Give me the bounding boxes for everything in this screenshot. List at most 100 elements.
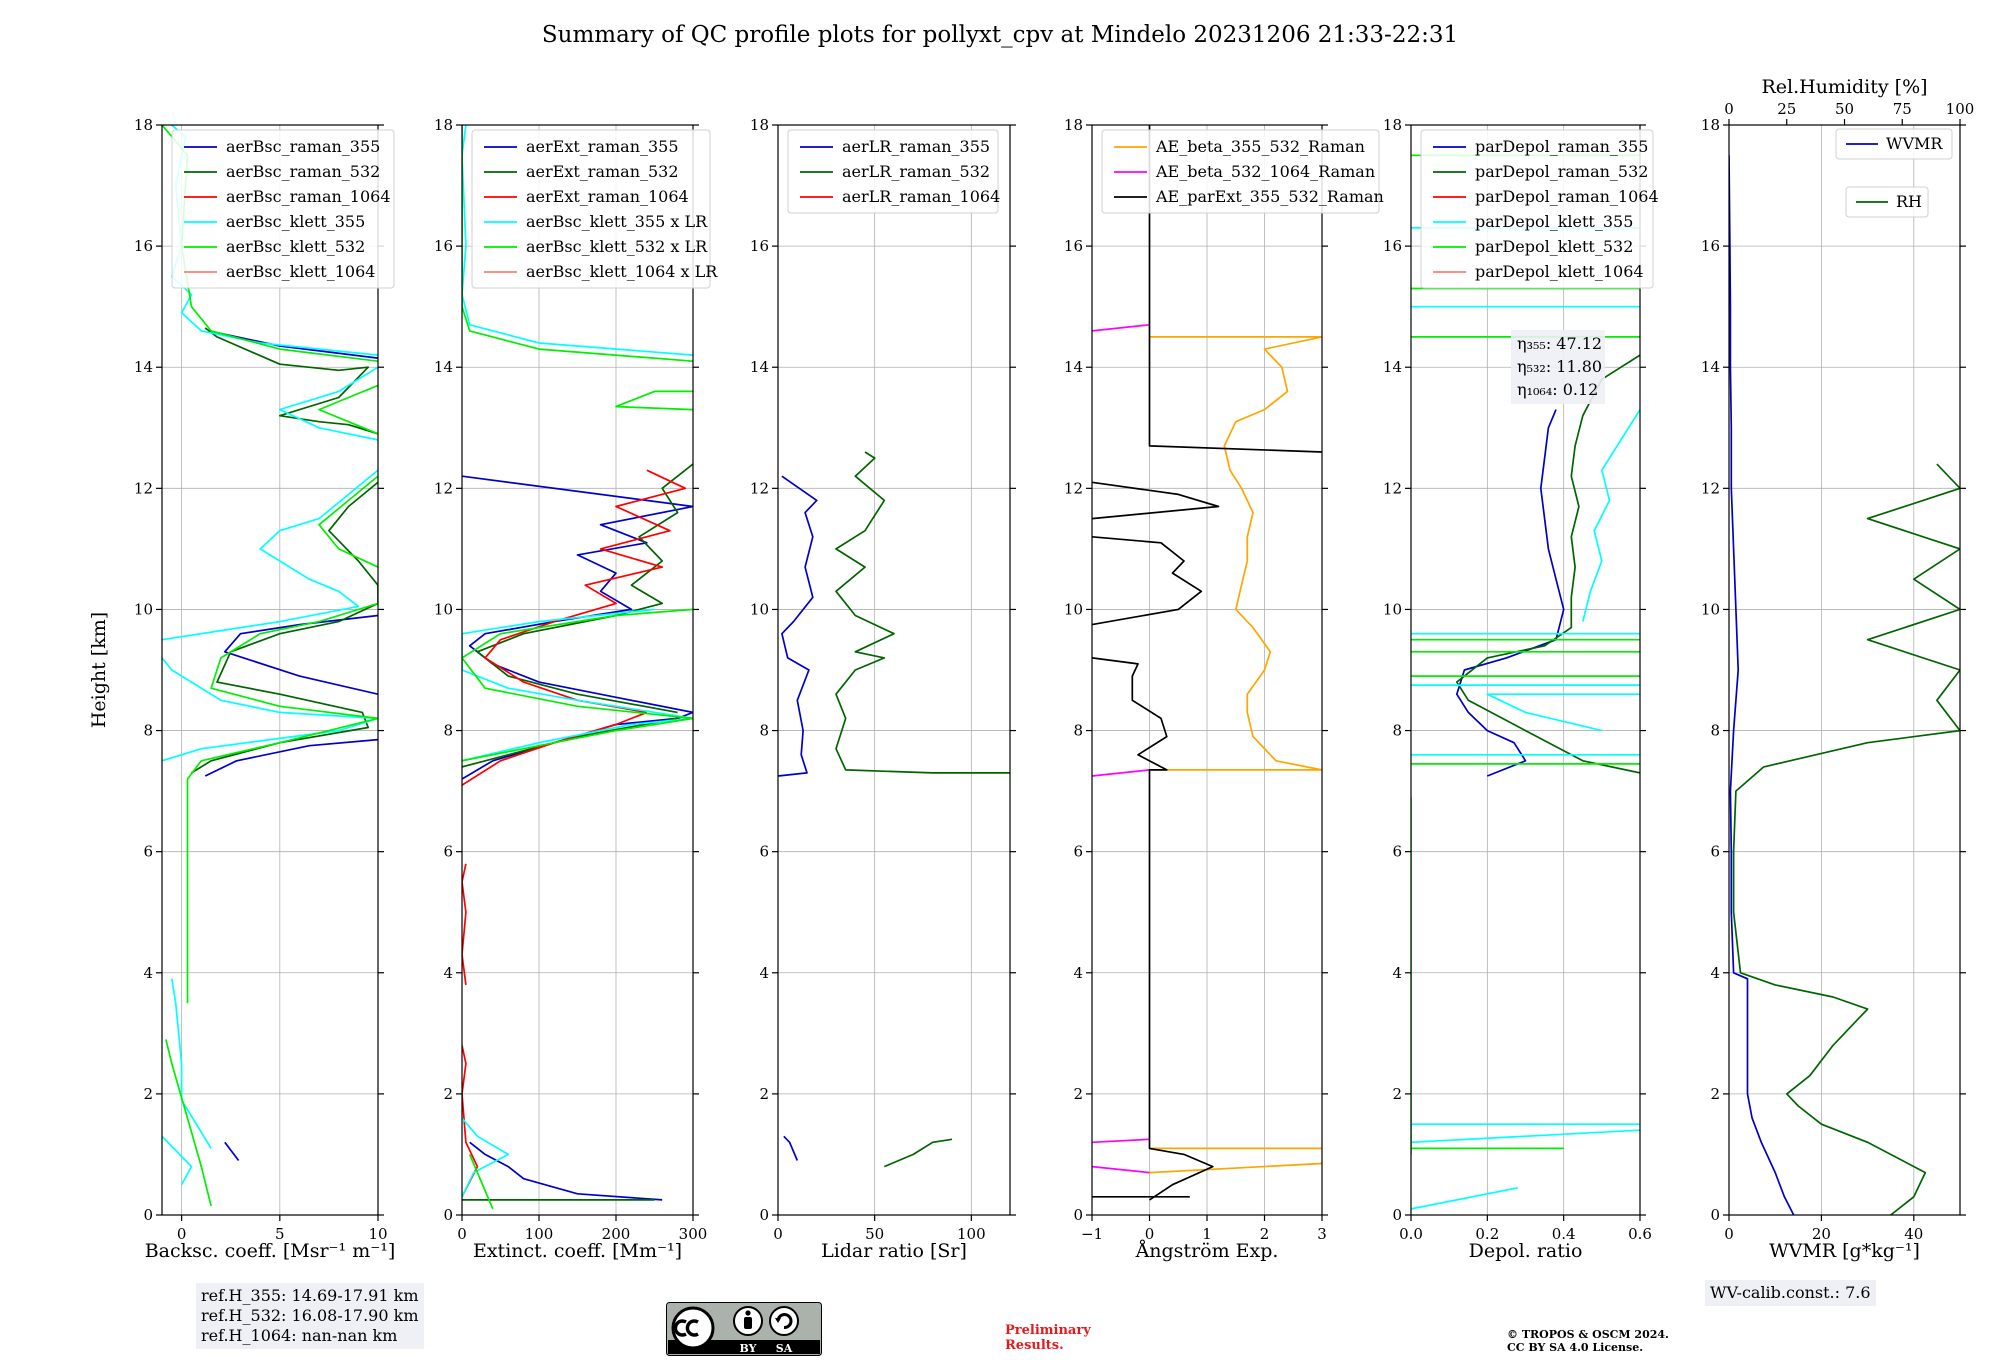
legend-box bbox=[1835, 128, 1953, 160]
series-line-aerBsc_klett_532 bbox=[318, 475, 378, 568]
axes-frame bbox=[1410, 124, 1641, 1216]
y-tick-label: 8 bbox=[443, 722, 453, 740]
y-tick-label: 14 bbox=[750, 358, 769, 376]
cc-icon bbox=[671, 1306, 715, 1350]
y-tick-label: 0 bbox=[1710, 1206, 1720, 1224]
legend-label: parDepol_raman_355 bbox=[1475, 137, 1648, 156]
copyright-line-2: CC BY SA 4.0 License. bbox=[1507, 1341, 1644, 1354]
series-line-aerBsc_klett_355 x LR bbox=[462, 125, 693, 356]
legend-box bbox=[1101, 129, 1380, 214]
x-tick-label: 0.0 bbox=[1399, 1225, 1423, 1243]
y-tick-label: 12 bbox=[1383, 479, 1402, 497]
series-line-aerBsc_raman_532 bbox=[191, 481, 378, 774]
y-tick-label: 6 bbox=[143, 843, 153, 861]
series-line-AE_parExt_355_532_Raman bbox=[1092, 535, 1203, 626]
preliminary-line-2: Results. bbox=[1005, 1338, 1064, 1353]
reference-heights-box: ref.H_355: 14.69-17.91 km ref.H_532: 16.… bbox=[196, 1283, 424, 1349]
x-tick-label: 200 bbox=[602, 1225, 631, 1243]
legend-box bbox=[787, 129, 999, 214]
y-tick-label: 10 bbox=[1383, 600, 1402, 618]
series-line-aerLR_raman_532 bbox=[883, 1138, 953, 1168]
y-tick-label: 16 bbox=[1383, 237, 1402, 255]
y-tick-label: 10 bbox=[750, 600, 769, 618]
series-line-aerBsc_klett_355 bbox=[162, 717, 378, 762]
x-tick-label: 1 bbox=[1202, 1225, 1212, 1243]
x-tick-label: 300 bbox=[679, 1225, 708, 1243]
ref-h-355: ref.H_355: 14.69-17.91 km bbox=[201, 1286, 419, 1305]
copyright-line-1: © TROPOS & OSCM 2024. bbox=[1507, 1328, 1669, 1341]
y-tick-label: 12 bbox=[134, 479, 153, 497]
series-line-AE_parExt_355_532_Raman bbox=[1092, 657, 1214, 1201]
x-tick-label: 10 bbox=[368, 1225, 387, 1243]
y-tick-label: 4 bbox=[1392, 964, 1402, 982]
legend-label: parDepol_raman_532 bbox=[1475, 162, 1648, 181]
series-line-aerBsc_klett_355 x LR bbox=[462, 608, 693, 720]
series-line-aerBsc_raman_355 bbox=[204, 738, 378, 777]
page-title: Summary of QC profile plots for pollyxt_… bbox=[541, 22, 1459, 48]
legend-label: aerLR_raman_355 bbox=[842, 137, 990, 156]
legend-label: aerExt_raman_532 bbox=[526, 162, 679, 181]
preliminary-notice: Preliminary Results. bbox=[1005, 1323, 1091, 1353]
panel-series bbox=[1729, 155, 1960, 1215]
y-tick-label: 0 bbox=[1073, 1206, 1083, 1224]
y-tick-label: 6 bbox=[1392, 843, 1402, 861]
ref-h-1064: ref.H_1064: nan-nan km bbox=[201, 1326, 398, 1345]
axes-frame bbox=[161, 124, 379, 1216]
x-axis-label: Ångström Exp. bbox=[1135, 1240, 1279, 1262]
y-tick-label: 4 bbox=[759, 964, 769, 982]
y-tick-label: 10 bbox=[134, 600, 153, 618]
y-tick-label: 0 bbox=[1392, 1206, 1402, 1224]
legend-label: aerBsc_klett_532 bbox=[226, 237, 365, 256]
legend-box bbox=[171, 129, 395, 289]
x-axis-label: Depol. ratio bbox=[1469, 1240, 1583, 1262]
y-tick-label: 6 bbox=[443, 843, 453, 861]
y-tick-label: 6 bbox=[759, 843, 769, 861]
series-line-aerBsc_klett_532 x LR bbox=[468, 1154, 494, 1210]
legend-label: parDepol_klett_532 bbox=[1475, 237, 1633, 256]
y-tick-label: 18 bbox=[1383, 116, 1402, 134]
series-line-parDepol_raman_355 bbox=[1455, 409, 1565, 777]
y-tick-label: 16 bbox=[1064, 237, 1083, 255]
series-line-aerBsc_klett_355 bbox=[278, 366, 378, 441]
y-tick-label: 8 bbox=[759, 722, 769, 740]
series-line-aerBsc_klett_355 bbox=[162, 1135, 193, 1186]
series-line-AE_beta_532_1064_Raman bbox=[1092, 1138, 1150, 1144]
series-line-aerBsc_klett_355 bbox=[162, 469, 378, 641]
series-line-aerLR_raman_532 bbox=[835, 451, 1010, 774]
legend-label: aerBsc_klett_532 x LR bbox=[526, 237, 708, 256]
axes-frame bbox=[777, 124, 1011, 1216]
x-tick-label: 5 bbox=[275, 1225, 285, 1243]
x-tick-label: 0.2 bbox=[1475, 1225, 1499, 1243]
legend-label: aerBsc_raman_1064 bbox=[226, 187, 391, 206]
x-tick-label: 0 bbox=[1724, 1225, 1734, 1243]
y-tick-label: 12 bbox=[750, 479, 769, 497]
legend-label: RH bbox=[1896, 192, 1922, 211]
x-axis-label: Backsc. coeff. [Msr⁻¹ m⁻¹] bbox=[145, 1240, 396, 1262]
y-tick-label: 2 bbox=[143, 1085, 153, 1103]
eta-annotation: η₃₅₅: 47.12 bbox=[1517, 334, 1602, 353]
series-line-aerLR_raman_355 bbox=[778, 475, 818, 777]
y-tick-label: 16 bbox=[750, 237, 769, 255]
legend-label: parDepol_klett_355 bbox=[1475, 212, 1633, 231]
legend-label: parDepol_raman_1064 bbox=[1475, 187, 1659, 206]
series-line-aerBsc_klett_355 x LR bbox=[462, 717, 693, 762]
x-tick-label: 100 bbox=[957, 1225, 986, 1243]
y-tick-label: 18 bbox=[1064, 116, 1083, 134]
y-tick-label: 12 bbox=[1701, 479, 1720, 497]
y-tick-label: 6 bbox=[1710, 843, 1720, 861]
x-tick-label: 3 bbox=[1317, 1225, 1327, 1243]
x2-tick-label: 75 bbox=[1893, 100, 1912, 118]
y-tick-label: 14 bbox=[434, 358, 453, 376]
series-line-AE_beta_532_1064_Raman bbox=[1092, 769, 1150, 777]
y-tick-label: 8 bbox=[1710, 722, 1720, 740]
y-tick-label: 18 bbox=[750, 116, 769, 134]
y-tick-label: 2 bbox=[1073, 1085, 1083, 1103]
legend-label: aerExt_raman_355 bbox=[526, 137, 679, 156]
series-line-aerBsc_klett_355 bbox=[162, 657, 378, 720]
legend: AE_beta_355_532_Raman AE_beta_532_1064_Ra… bbox=[1101, 129, 1384, 214]
y-axis-label: Height [km] bbox=[88, 612, 110, 728]
x-tick-label: 20 bbox=[1812, 1225, 1831, 1243]
